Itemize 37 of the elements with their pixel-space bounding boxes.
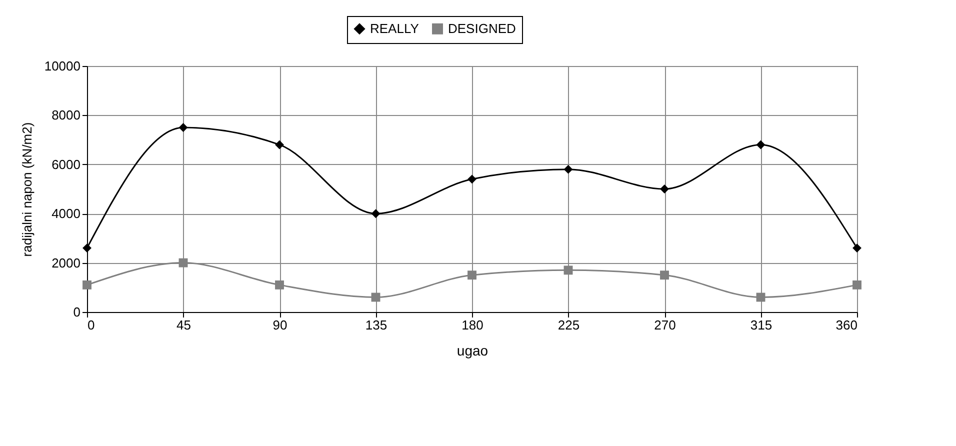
point <box>178 258 188 268</box>
point <box>468 270 476 280</box>
legend-label: DESIGNED <box>448 20 516 36</box>
point <box>82 244 92 253</box>
y-axis-title: radijalni napon (kN/m2) <box>19 122 34 257</box>
point <box>564 266 573 275</box>
point <box>756 140 766 150</box>
point <box>371 209 380 218</box>
y-tick-label: 10000 <box>44 58 80 74</box>
x-axis-title: ugao <box>456 342 488 358</box>
point <box>660 270 669 280</box>
point <box>852 280 862 290</box>
point <box>852 244 862 253</box>
point <box>275 140 284 150</box>
legend-label: REALLY <box>370 20 420 36</box>
point <box>371 292 380 302</box>
x-tick-label: 180 <box>462 318 484 332</box>
x-tick-label: 90 <box>272 318 288 332</box>
y-tick-label: 4000 <box>52 206 80 222</box>
point <box>82 280 92 290</box>
point <box>564 164 573 174</box>
point <box>178 123 188 132</box>
x-tick-label: 315 <box>750 318 772 332</box>
x-tick-label: 270 <box>654 318 676 332</box>
point <box>660 184 669 194</box>
y-tick-label: 2000 <box>52 255 80 270</box>
y-tick-label: 6000 <box>52 156 80 172</box>
y-tick-label: 0 <box>73 304 80 320</box>
x-tick-label: 360 <box>836 318 858 332</box>
x-tick-label: 0 <box>88 318 95 332</box>
x-tick-label: 45 <box>176 318 191 332</box>
x-tick-label: 225 <box>558 318 580 332</box>
point <box>275 280 284 290</box>
point <box>468 174 476 184</box>
y-tick-label: 8000 <box>52 108 80 123</box>
point <box>756 292 766 302</box>
x-tick-label: 135 <box>365 318 388 332</box>
